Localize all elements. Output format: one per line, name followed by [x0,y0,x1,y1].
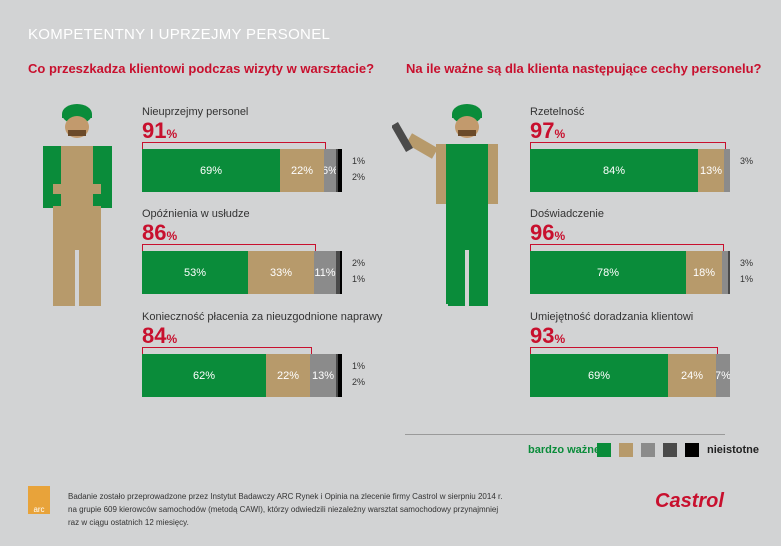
legend-right-label: nieistotne [707,444,759,456]
left-bar-1-segment-0: 53% [142,251,248,294]
left-bar-2-segment-4 [338,354,342,397]
right-bar-0-segment-1: 13% [698,149,724,192]
left-bar-1-segment-4 [340,251,342,294]
right-bar-2-segment-2: 7% [716,354,730,397]
left-question: Co przeszkadza klientowi podczas wizyty … [28,61,375,76]
right-total-0: 97% [530,118,566,143]
right-bar-1-segment-1: 18% [686,251,722,294]
footnote: Badanie zostało przeprowadzone przez Ins… [68,492,503,527]
left-total-0: 91% [142,118,178,143]
left-bar-0-segment-1: 22% [280,149,324,192]
left-item-label-0: Nieuprzejmy personel [142,106,249,118]
left-bar-2-segment-3 [336,354,338,397]
left-side-label-2-0: 1% [352,361,366,371]
right-item-label-1: Doświadczenie [530,208,604,220]
right-bar-0: 84% 13% [530,149,730,192]
left-item-label-1: Opóźnienia w usłudze [142,208,250,220]
left-bar-0: 69%22%6% [142,149,342,192]
right-bar-2: 69% 24% 7% [530,354,730,397]
left-item-label-2: Konieczność płacenia za nieuzgodnione na… [142,311,383,323]
right-bar-0-segment-2 [724,149,730,192]
right-bracket-1 [530,244,724,252]
left-bar-2-segment-0: 62% [142,354,266,397]
left-bar-1-segment-2: 11% [314,251,336,294]
left-bar-2-segment-2: 13% [310,354,336,397]
legend-swatch-5 [685,443,699,457]
right-total-2: 93% [530,323,566,348]
legend-swatch-3 [641,443,655,457]
left-total-2: 84% [142,323,178,348]
page-title: KOMPETENTNY I UPRZEJMY PERSONEL [28,26,331,43]
right-side-label-0-0: 3% [740,156,754,166]
left-bracket-2 [142,347,312,355]
castrol-logo: Castrol [655,490,724,512]
right-total-1: 96% [530,220,566,245]
right-bar-1-segment-2 [722,251,728,294]
right-bracket-2 [530,347,718,355]
right-bar-0-segment-0: 84% [530,149,698,192]
right-item-label-0: Rzetelność [530,106,585,118]
left-bar-2: 62% 22% 13% [142,354,342,397]
legend-swatch-4 [663,443,677,457]
right-bar-1-segment-3 [728,251,730,294]
right-side-label-1-0: 3% [740,258,754,268]
left-side-label-1-1: 1% [352,274,366,284]
left-side-label-2-1: 2% [352,377,366,387]
right-bar-2-segment-0: 69% [530,354,668,397]
left-bar-0-segment-3 [336,149,338,192]
legend-swatch-1 [597,443,611,457]
left-side-label-0-1: 2% [352,172,366,182]
legend-left-label: bardzo ważne [528,444,601,456]
mechanic-wrench-illustration [392,104,498,306]
left-total-1: 86% [142,220,178,245]
left-bar-1: 53% 33% 11% [142,251,342,294]
right-item-label-2: Umiejętność doradzania klientowi [530,311,694,323]
right-side-label-1-1: 1% [740,274,754,284]
left-side-label-1-0: 2% [352,258,366,268]
right-bar-1-segment-0: 78% [530,251,686,294]
legend-swatch-2 [619,443,633,457]
right-bar-1: 78% 18% [530,251,730,294]
right-question: Na ile ważne są dla klienta następujące … [406,61,762,76]
right-bracket-0 [530,142,726,150]
right-bar-2-segment-1: 24% [668,354,716,397]
left-side-label-0-0: 1% [352,156,366,166]
arc-logo: arc [28,486,50,514]
left-bar-0-segment-0: 69% [142,149,280,192]
left-bracket-0 [142,142,326,150]
legend-divider [405,434,725,435]
left-bar-1-segment-1: 33% [248,251,314,294]
left-bar-0-segment-2: 6% [324,149,336,192]
mechanic-crossed-arms-illustration [43,104,112,306]
left-bracket-1 [142,244,316,252]
left-bar-1-segment-3 [336,251,340,294]
left-bar-2-segment-1: 22% [266,354,310,397]
left-bar-0-segment-4 [338,149,342,192]
